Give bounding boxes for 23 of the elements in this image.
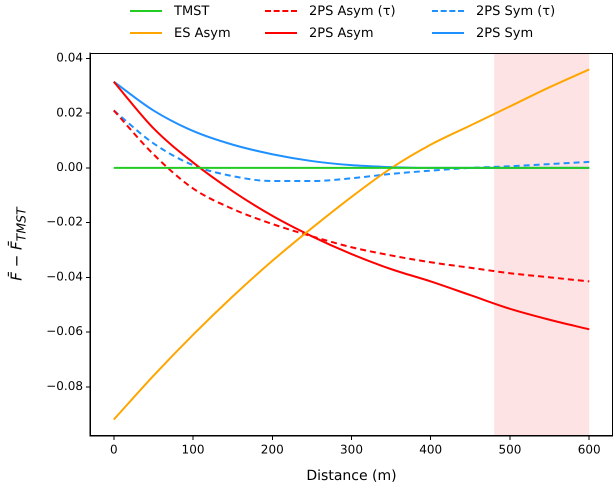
legend-label: 2PS Asym (τ): [309, 4, 396, 18]
x-axis-title: Distance (m): [306, 468, 397, 484]
x-tick-label: 500: [498, 442, 522, 456]
x-tick-label: 600: [578, 442, 601, 456]
legend-label: TMST: [174, 4, 210, 18]
y-tick-label: 0.00: [56, 160, 83, 174]
legend-label: 2PS Sym: [476, 26, 534, 40]
x-tick-label: 100: [182, 442, 204, 456]
y-tick-label: −0.06: [46, 324, 83, 338]
x-tick-label: 300: [340, 442, 363, 456]
legend-label: 2PS Sym (τ): [476, 4, 556, 18]
legend-label: 2PS Asym: [309, 26, 374, 40]
x-tick-label: 400: [419, 442, 442, 456]
x-tick-label: 200: [260, 442, 284, 456]
y-tick-label: −0.08: [46, 378, 83, 393]
y-tick-label: 0.04: [56, 50, 83, 65]
y-tick-label: −0.04: [46, 269, 83, 284]
x-tick-label: 0: [110, 442, 118, 456]
line-series: [112, 80, 590, 330]
y-tick-label: −0.02: [46, 214, 83, 229]
y-tick-label: 0.02: [56, 105, 83, 120]
legend-label: ES Asym: [174, 26, 231, 40]
line-series: [112, 68, 590, 421]
